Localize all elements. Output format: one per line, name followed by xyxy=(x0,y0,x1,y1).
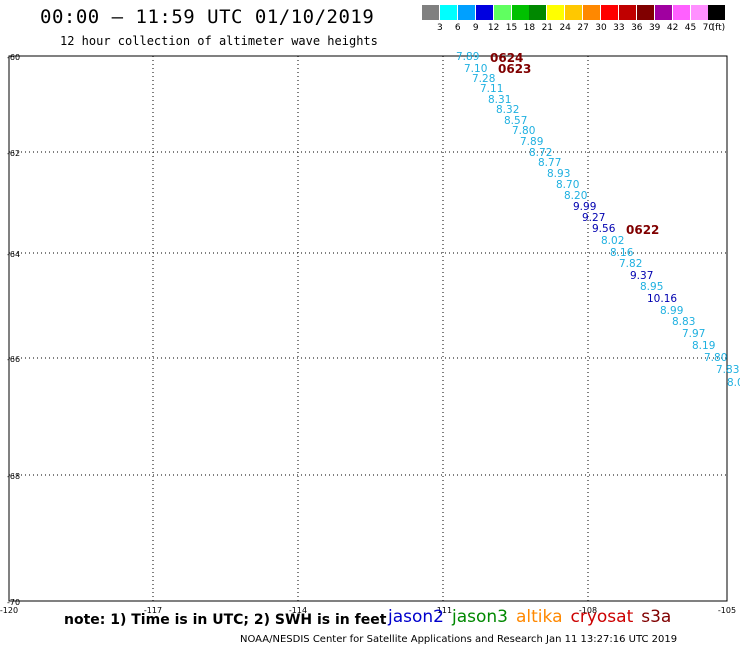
legend-swatch xyxy=(601,5,618,20)
swh-value: 9.37 xyxy=(630,270,653,282)
lon-label: -105 xyxy=(718,606,736,615)
lat-label: -62 xyxy=(7,149,20,158)
satellite-jason2: jason2 xyxy=(388,607,444,627)
swh-value: 8.72 xyxy=(529,147,552,159)
legend-label: 6 xyxy=(454,23,461,33)
legend-label: 24 xyxy=(559,23,571,33)
legend-label: 42 xyxy=(666,23,679,33)
time-label: 0623 xyxy=(498,62,531,76)
satellite-jason3: jason3 xyxy=(452,607,508,627)
legend-swatch xyxy=(511,5,529,20)
map-frame xyxy=(8,55,728,602)
swh-value: 8.19 xyxy=(692,340,715,352)
swh-value: 8.99 xyxy=(660,305,683,317)
lon-label: -117 xyxy=(144,606,162,615)
legend-swatch xyxy=(422,5,439,20)
legend-swatch xyxy=(583,5,601,20)
swh-value: 7.80 xyxy=(512,125,535,137)
swh-value: 7.28 xyxy=(472,73,495,85)
swh-value: 7.11 xyxy=(480,83,503,95)
swh-value: 9.56 xyxy=(592,223,616,235)
swh-value: 7.89 xyxy=(520,136,543,148)
lon-label: -114 xyxy=(289,606,307,615)
satellite-altika: altika xyxy=(516,607,563,627)
legend-label: 3 xyxy=(437,23,443,33)
swh-value: 8.32 xyxy=(496,104,519,116)
legend-label: 18 xyxy=(523,23,536,33)
legend-label: 39 xyxy=(648,23,661,33)
satellite-cryosat: cryosat xyxy=(570,607,634,627)
legend-label: 12 xyxy=(487,23,500,33)
swh-value: 9.27 xyxy=(582,212,605,224)
swh-value: 10.16 xyxy=(647,293,677,305)
lat-label: -64 xyxy=(7,250,20,259)
color-legend: 3 6 9 12 15 18 21 24 27 30 33 36 39 42 45 70 (ft) xyxy=(422,5,727,39)
legend-label: 27 xyxy=(577,23,589,33)
page-subtitle: 12 hour collection of altimeter wave hei… xyxy=(60,34,378,48)
legend-swatch xyxy=(475,5,493,20)
swh-value: 8.93 xyxy=(547,168,570,180)
satellite-s3a: s3a xyxy=(641,607,672,627)
footer-note: note: 1) Time is in UTC; 2) SWH is in fe… xyxy=(64,612,387,628)
legend-label: 21 xyxy=(541,23,554,33)
legend-label: 30 xyxy=(595,23,607,33)
lat-label: -68 xyxy=(7,472,20,481)
legend-label: 45 xyxy=(684,23,697,33)
swh-value: 7.80 xyxy=(704,352,727,364)
swh-value: 8.20 xyxy=(564,190,587,202)
legend-swatch xyxy=(493,5,511,20)
lon-label: -111 xyxy=(434,606,452,615)
legend-label: 36 xyxy=(631,23,643,33)
lat-label: -60 xyxy=(7,53,20,62)
page-title: 00:00 – 11:59 UTC 01/10/2019 xyxy=(40,6,375,28)
swh-value: 7.82 xyxy=(619,258,642,270)
legend-label: 9 xyxy=(472,23,479,33)
legend-swatch xyxy=(547,5,565,20)
credit-line: NOAA/NESDIS Center for Satellite Applica… xyxy=(240,634,678,645)
swh-value: 8.70 xyxy=(556,179,579,191)
legend-label: 15 xyxy=(505,23,518,33)
lat-lon-grid xyxy=(9,56,727,601)
legend-swatch xyxy=(654,5,672,20)
lon-label: -108 xyxy=(579,606,597,615)
legend-swatch xyxy=(457,5,475,20)
legend-label: 33 xyxy=(613,23,625,33)
swh-value: 8.02 xyxy=(601,235,624,247)
swh-value: 7.97 xyxy=(682,328,705,340)
swh-value: 7.10 xyxy=(464,63,487,75)
legend-swatch xyxy=(672,5,690,20)
legend-swatch xyxy=(565,5,583,20)
legend-swatch xyxy=(618,5,636,20)
swh-value: 9.99 xyxy=(573,201,596,213)
legend-label: 70 xyxy=(702,23,715,33)
swh-value: 8.77 xyxy=(538,157,561,169)
swh-value: 8.95 xyxy=(640,281,663,293)
legend-swatch xyxy=(529,5,547,20)
legend-swatch xyxy=(690,5,708,20)
legend-swatch xyxy=(636,5,654,20)
swh-value: 7.89 xyxy=(456,51,479,63)
swh-value: 8.31 xyxy=(488,94,511,106)
swh-value: 8.0 xyxy=(727,377,740,389)
satellite-legend: jason2 jason3 altika cryosat s3a xyxy=(388,607,679,627)
lat-label: -70 xyxy=(7,598,20,607)
swh-value: 8.16 xyxy=(610,247,634,259)
lon-label: -120 xyxy=(0,606,18,615)
axis-labels: -60 -62 -64 -66 -68 -70-120 -117 -114 -111 -108 -1… xyxy=(0,53,736,615)
swh-value: 8.83 xyxy=(672,316,695,328)
legend-swatch xyxy=(439,5,457,20)
legend-swatch xyxy=(708,5,726,20)
lat-label: -66 xyxy=(7,355,20,364)
time-label: 0624 xyxy=(490,51,523,65)
legend-unit: (ft) xyxy=(711,23,726,33)
swh-value: 8.57 xyxy=(504,115,527,127)
time-label: 0622 xyxy=(626,223,659,237)
swh-labels: 7.897.107.287.118.318.328.577.807.898.72… xyxy=(456,51,740,389)
swh-value: 7.83 xyxy=(716,364,739,376)
